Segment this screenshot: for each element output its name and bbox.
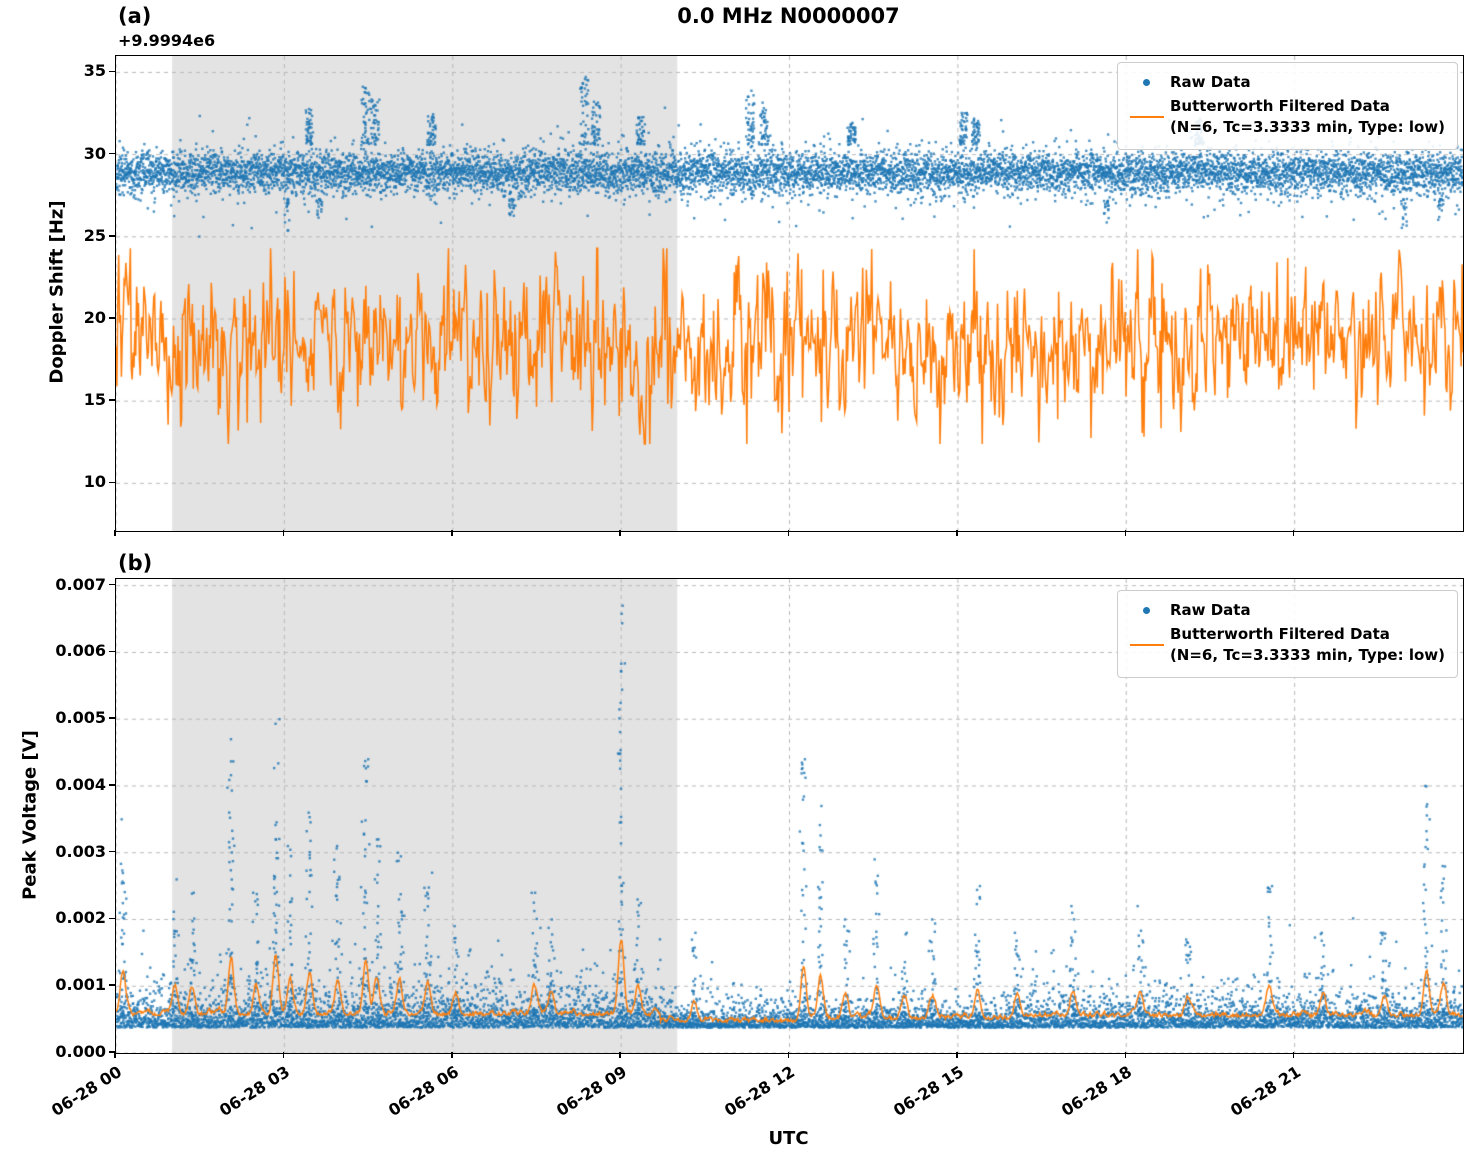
legend-entry-filtered: Butterworth Filtered Data (N=6, Tc=3.3333… (1124, 624, 1445, 666)
x-tick-label: 06-28 18 (1058, 1062, 1136, 1120)
legend-filtered-label-line2: (N=6, Tc=3.3333 min, Type: low) (1169, 118, 1445, 136)
legend-filtered-label-line1: Butterworth Filtered Data (1169, 625, 1390, 643)
panel-a-label: (a) (118, 4, 152, 28)
y-tick-label: 0.000 (55, 1042, 106, 1061)
panel-b-label: (b) (118, 551, 153, 575)
y-tick-label: 0.004 (55, 774, 106, 794)
x-axis-label: UTC (768, 1128, 809, 1149)
legend-raw-label: Raw Data (1169, 73, 1251, 91)
raw-data-marker-icon (1143, 607, 1151, 614)
panel-a-legend: Raw Data Butterworth Filtered Data (N=6, … (1116, 62, 1458, 150)
legend-entry-filtered: Butterworth Filtered Data (N=6, Tc=3.3333… (1124, 96, 1445, 138)
legend-filtered-label-line1: Butterworth Filtered Data (1169, 97, 1390, 115)
x-tick-label: 06-28 09 (553, 1062, 631, 1120)
legend-entry-raw: Raw Data (1124, 600, 1445, 621)
legend-raw-label: Raw Data (1169, 601, 1251, 619)
legend-entry-raw: Raw Data (1124, 72, 1445, 93)
y-axis-offset-text: +9.9994e6 (118, 31, 216, 50)
panel-a-y-axis-label: Doppler Shift [Hz] (46, 200, 68, 384)
x-tick-label: 06-28 12 (721, 1062, 799, 1120)
y-tick-label: 20 (83, 307, 106, 327)
filtered-data-marker-icon (1129, 116, 1164, 118)
y-tick-label: 15 (83, 390, 106, 410)
filtered-data-marker-icon (1129, 644, 1164, 646)
y-tick-label: 0.003 (55, 841, 106, 861)
y-tick-label: 0.005 (55, 708, 106, 728)
x-tick-label: 06-28 15 (889, 1062, 967, 1120)
x-tick-label: 06-28 06 (384, 1062, 462, 1120)
y-tick-label: 30 (83, 143, 106, 163)
panel-b-y-axis-label: Peak Voltage [V] (19, 730, 41, 900)
legend-filtered-label-line2: (N=6, Tc=3.3333 min, Type: low) (1169, 646, 1445, 664)
y-tick-label: 0.006 (55, 641, 106, 661)
chart-title: 0.0 MHz N0000007 (677, 4, 900, 28)
y-tick-label: 0.002 (55, 908, 106, 928)
x-tick-label: 06-28 03 (216, 1062, 294, 1120)
raw-data-marker-icon (1143, 79, 1151, 86)
x-tick-label: 06-28 00 (47, 1062, 126, 1120)
panel-b-legend: Raw Data Butterworth Filtered Data (N=6, … (1116, 590, 1458, 678)
x-tick-label: 06-28 21 (1226, 1062, 1304, 1120)
y-tick-label: 10 (83, 472, 106, 492)
y-tick-label: 0.001 (55, 975, 106, 995)
y-tick-label: 25 (83, 225, 106, 245)
y-tick-label: 35 (83, 61, 106, 81)
y-tick-label: 0.007 (55, 574, 106, 594)
